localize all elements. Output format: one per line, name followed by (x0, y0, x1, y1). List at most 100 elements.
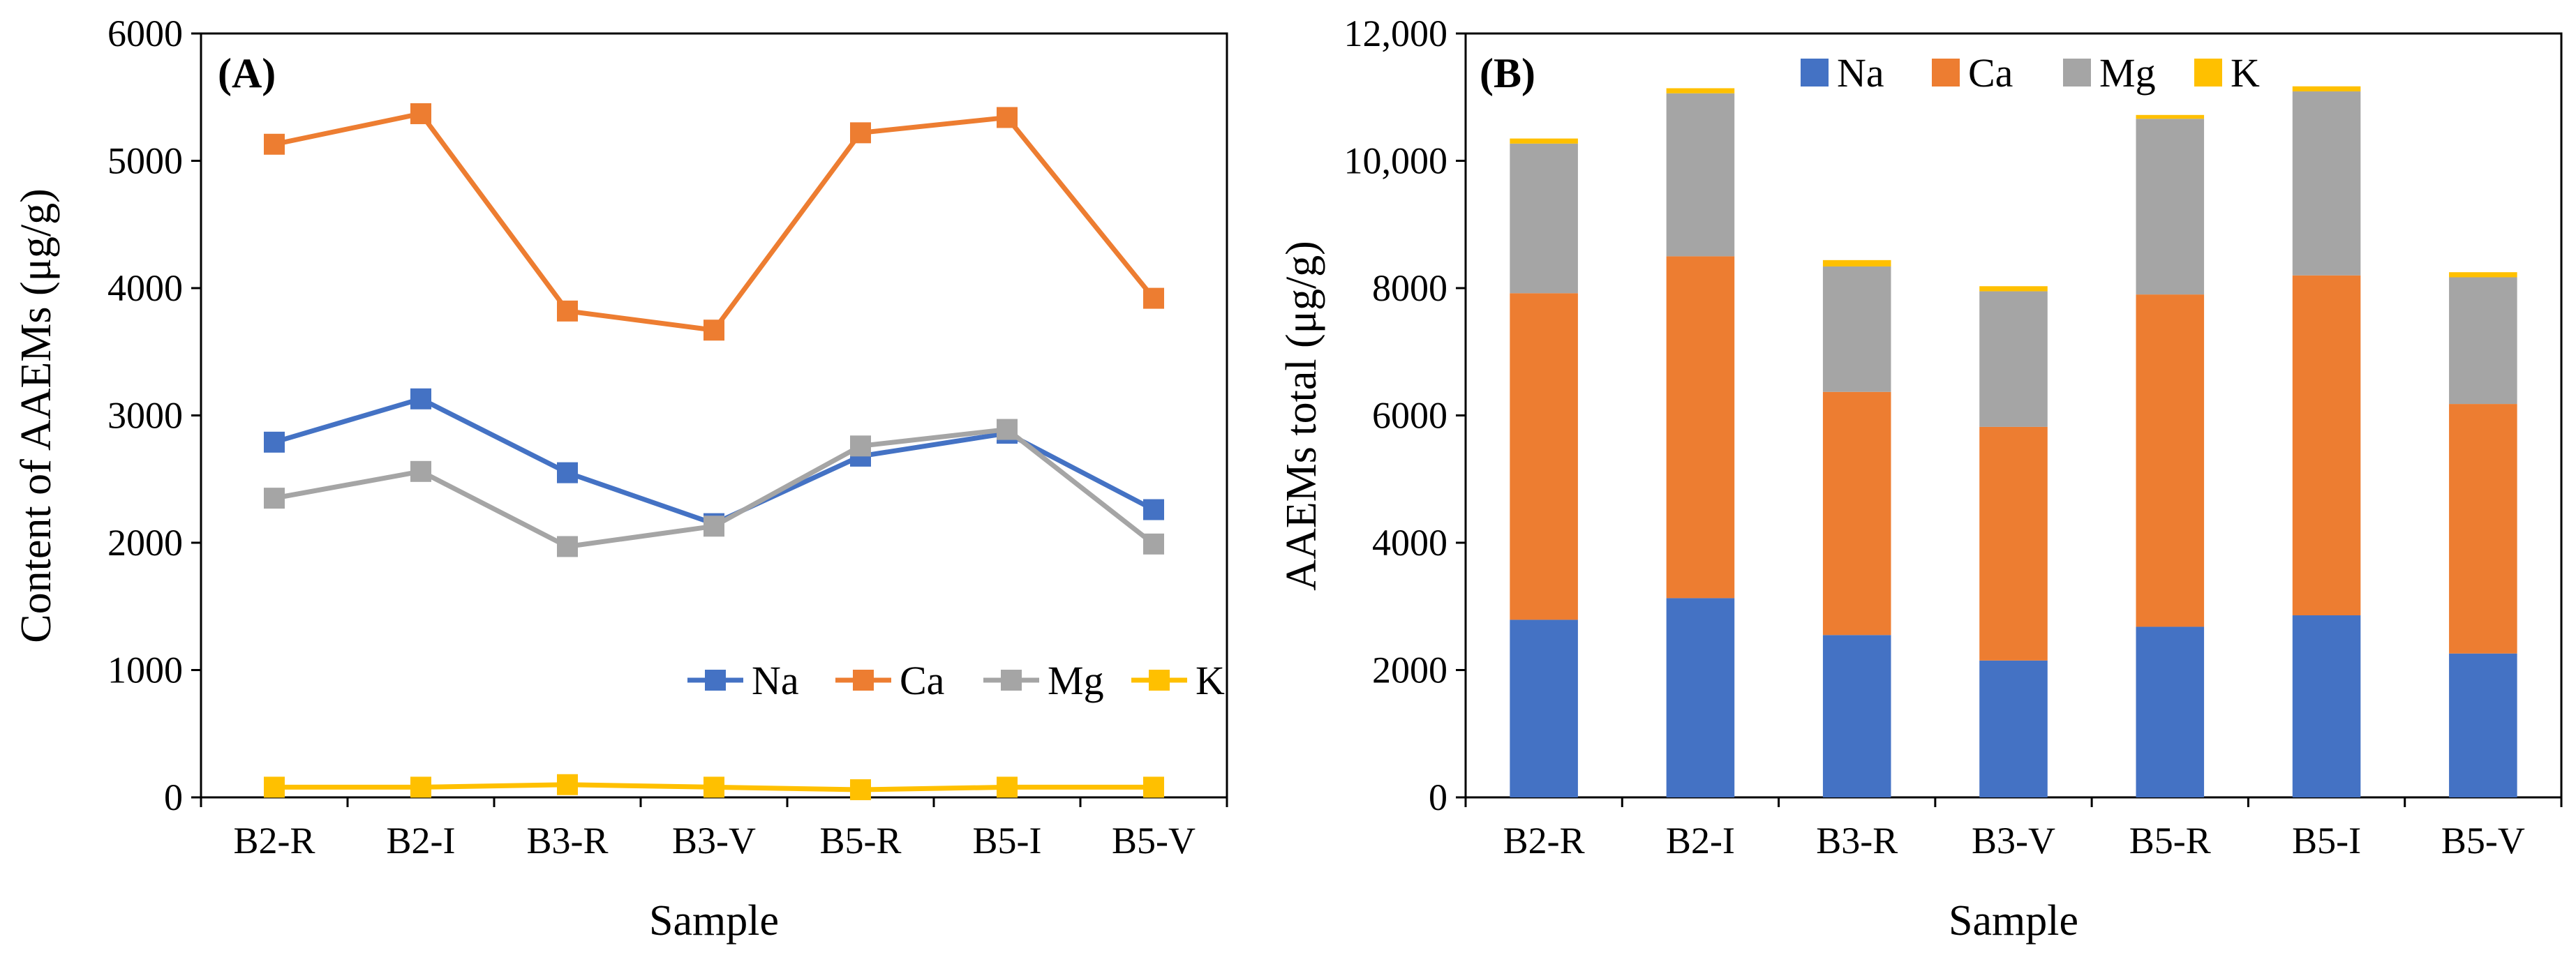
chart-a-panel-label: (A) (218, 50, 276, 96)
chart-b-bar-segment-na (2449, 653, 2517, 797)
chart-a-point-na (410, 388, 431, 409)
chart-b-y-ticks: 0 2000 4000 6000 8000 10,000 12,000 (1344, 13, 1466, 818)
chart-b-bar-segment-mg (2449, 277, 2517, 405)
chart-b-legend-label: Ca (1968, 50, 2013, 96)
chart-b-bar-segment-ca (1822, 391, 1891, 636)
chart-b-bar-segment-k (2449, 272, 2517, 278)
chart-a-point-k (1143, 776, 1164, 798)
chart-b-bar-segment-na (1979, 660, 2048, 797)
chart-a-legend-item-k: K (1131, 658, 1225, 703)
chart-a-legend-label: K (1196, 658, 1225, 703)
chart-a: (A) 0 1000 2000 3000 4000 5000 6000 B2-R B2-I B3… (13, 13, 1228, 945)
chart-b-legend-swatch (1932, 59, 1960, 87)
chart-a-x-tick-label: B5-I (973, 820, 1042, 862)
chart-b-x-tick-label: B3-V (1972, 820, 2055, 862)
chart-a-x-tick-label: B2-R (233, 820, 315, 862)
chart-a-point-mg (264, 488, 285, 509)
chart-b-legend: Na Ca Mg K (1801, 50, 2260, 96)
chart-b-bar-segment-k (1666, 88, 1735, 93)
chart-a-point-mg (557, 536, 578, 557)
chart-a-x-tick-label: B5-R (819, 820, 901, 862)
chart-a-point-k (850, 779, 871, 801)
chart-a-line-ca (274, 111, 1156, 333)
chart-a-point-na (557, 462, 578, 483)
chart-b-legend-item-ca: Ca (1932, 50, 2013, 96)
chart-b-bar-stack-b5-r (2136, 114, 2205, 797)
chart-b-x-axis-title: Sample (1949, 897, 2078, 945)
chart-a-point-k (557, 774, 578, 795)
chart-a-legend-marker (1149, 670, 1170, 691)
chart-b-y-tick-label: 8000 (1372, 267, 1447, 309)
chart-b-legend-swatch (2194, 59, 2222, 87)
chart-a-point-na (1143, 499, 1164, 520)
chart-a-point-k (264, 776, 285, 798)
chart-b-bar-stack-b2-r (1510, 138, 1578, 797)
chart-b-bar-segment-na (1666, 598, 1735, 797)
chart-b-bar-segment-mg (2292, 91, 2361, 276)
chart-b-legend-swatch (2063, 59, 2091, 87)
chart-b-bar-stack-b3-r (1822, 260, 1891, 797)
chart-b-bar-segment-mg (1979, 291, 2048, 427)
chart-a-point-ca (703, 320, 724, 341)
chart-b-bar-segment-ca (2292, 275, 2361, 616)
chart-a-legend-item-mg: Mg (983, 658, 1104, 703)
chart-b-bar-segment-k (2292, 86, 2361, 92)
chart-b-y-tick-label: 4000 (1372, 522, 1447, 564)
chart-b-x-tick-label: B3-R (1816, 820, 1898, 862)
chart-b-bar-segment-mg (1510, 143, 1578, 294)
chart-a-legend-marker (1001, 670, 1022, 691)
chart-b-y-tick-label: 2000 (1372, 649, 1447, 691)
chart-a-x-tick-label: B3-R (526, 820, 608, 862)
chart-b-bar-segment-ca (2449, 404, 2517, 654)
chart-a-legend-marker (853, 670, 874, 691)
chart-a-legend-label: Mg (1048, 658, 1104, 703)
chart-b-x-tick-label: B2-I (1666, 820, 1735, 862)
chart-a-legend-marker (705, 670, 726, 691)
chart-b-y-tick-label: 0 (1429, 776, 1447, 818)
chart-a-y-tick-label: 1000 (107, 649, 183, 691)
chart-a-y-ticks: 0 1000 2000 3000 4000 5000 6000 (107, 13, 201, 818)
chart-b-bar-segment-k (2136, 114, 2205, 119)
chart-b-bar-segment-mg (1666, 93, 1735, 257)
chart-a-legend-label: Ca (900, 658, 944, 703)
chart-b-x-tick-label: B2-R (1503, 820, 1585, 862)
chart-a-y-tick-label: 5000 (107, 140, 183, 182)
chart-b-x-tick-label: B5-I (2292, 820, 2361, 862)
chart-b-x-tick-label: B5-R (2129, 820, 2211, 862)
chart-b-legend-swatch (1801, 59, 1829, 87)
chart-a-legend: Na Ca Mg K (687, 658, 1225, 703)
chart-b-bar-segment-na (1822, 635, 1891, 797)
chart-b-panel-label: (B) (1480, 50, 1535, 96)
chart-a-point-mg (850, 435, 871, 457)
chart-a-legend-item-na: Na (687, 658, 799, 703)
chart-a-line-na (274, 396, 1155, 527)
chart-a-x-tick-label: B2-I (387, 820, 456, 862)
chart-b-bar-stack-b5-v (2449, 272, 2517, 797)
chart-a-y-tick-label: 3000 (107, 395, 183, 437)
chart-a-point-ca (410, 103, 431, 124)
chart-a-legend-item-ca: Ca (835, 658, 944, 703)
chart-b-bar-segment-mg (2136, 119, 2205, 295)
chart-a-y-tick-label: 0 (164, 776, 183, 818)
chart-b-bar-segment-ca (1510, 293, 1578, 620)
chart-b-y-tick-label: 12,000 (1344, 13, 1448, 54)
chart-b-y-tick-label: 10,000 (1344, 140, 1448, 182)
chart-b-legend-label: Mg (2099, 50, 2156, 96)
chart-a-series (264, 103, 1164, 801)
chart-b-legend-label: K (2231, 50, 2260, 96)
chart-a-x-axis-title: Sample (649, 897, 779, 945)
chart-b-bar-segment-k (1510, 138, 1578, 144)
chart-a-point-na (264, 431, 285, 453)
chart-a-point-mg (1143, 533, 1164, 555)
chart-a-x-ticks: B2-R B2-I B3-R B3-V B5-R B5-I B5-V (200, 797, 1228, 862)
chart-b-bar-segment-ca (2136, 294, 2205, 627)
chart-a-point-mg (997, 419, 1018, 440)
chart-a-point-mg (410, 460, 431, 482)
chart-b-legend-item-k: K (2194, 50, 2260, 96)
chart-a-y-axis-title: Content of AAEMs (μg/g) (13, 188, 60, 642)
chart-b-bar-segment-ca (1979, 426, 2048, 661)
chart-a-point-ca (850, 122, 871, 144)
chart-b-bars (1510, 86, 2517, 797)
